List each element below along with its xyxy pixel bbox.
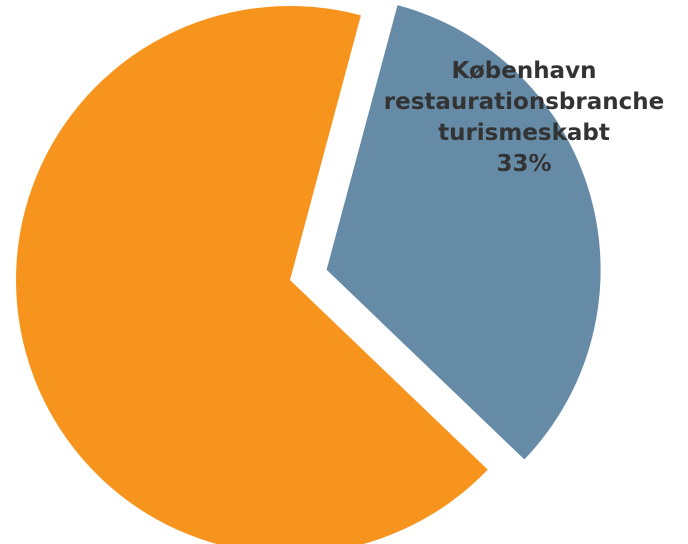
slice-value-label: 33% [496, 151, 551, 177]
slice-label-line-1: restaurationsbranche [384, 89, 664, 115]
pie-labels: København restaurationsbranche turismeskab… [384, 58, 664, 177]
pie-slices [16, 5, 601, 544]
slice-label-line-2: turismeskabt [438, 120, 610, 146]
slice-label-line-0: København [452, 58, 597, 84]
pie-slice-0 [16, 6, 488, 544]
pie-slice-1 [326, 5, 601, 460]
